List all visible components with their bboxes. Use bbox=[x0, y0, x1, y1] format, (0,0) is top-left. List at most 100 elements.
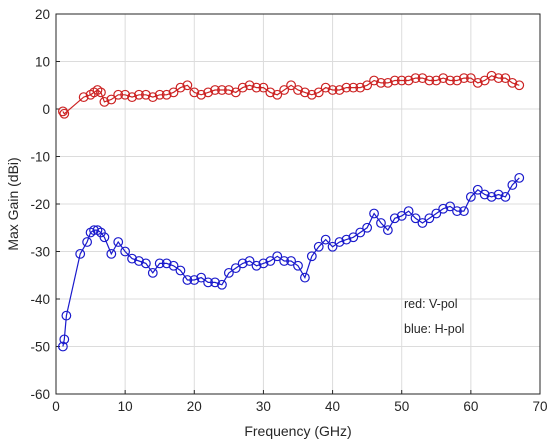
legend-annotation-red: red: V-pol bbox=[404, 297, 458, 311]
series-0-point bbox=[237, 82, 248, 93]
legend-annotation-blue: blue: H-pol bbox=[404, 322, 464, 336]
series-0-point bbox=[459, 73, 469, 84]
series-0-point bbox=[507, 77, 518, 88]
series-0-point bbox=[452, 75, 462, 86]
series-1-point bbox=[75, 248, 86, 259]
series-group bbox=[58, 70, 525, 352]
series-1-point bbox=[244, 256, 255, 266]
y-tick-label: 0 bbox=[42, 102, 50, 117]
y-tick-label: 20 bbox=[35, 7, 50, 22]
series-0-point bbox=[334, 85, 345, 95]
series-0-point bbox=[424, 75, 435, 86]
series-0-point bbox=[196, 89, 207, 100]
series-1-point bbox=[438, 203, 449, 214]
series-0-point bbox=[230, 87, 241, 98]
series-1-point bbox=[175, 265, 186, 276]
y-axis-ticks: -60 -50 -40 -30 -20 -10 0 10 20 bbox=[30, 7, 60, 402]
series-1-point bbox=[59, 334, 70, 345]
series-1-point bbox=[161, 258, 172, 269]
x-tick-label: 70 bbox=[532, 399, 547, 414]
series-0-point bbox=[147, 92, 158, 103]
series-0-point bbox=[96, 87, 106, 98]
series-0-point bbox=[272, 89, 283, 100]
series-1-point bbox=[362, 222, 373, 233]
series-0-point bbox=[99, 96, 110, 107]
series-0-point bbox=[182, 80, 193, 91]
series-0-point bbox=[514, 80, 525, 91]
series-1-point bbox=[58, 341, 68, 352]
series-0-point bbox=[341, 82, 352, 93]
series-1-point bbox=[203, 277, 214, 288]
series-1-point bbox=[327, 241, 338, 252]
series-0-point bbox=[369, 75, 379, 86]
series-1-point bbox=[127, 253, 137, 264]
series-1-point bbox=[445, 201, 456, 212]
series-1-point bbox=[472, 184, 483, 195]
series-0-point bbox=[465, 73, 476, 84]
series-1-point bbox=[431, 208, 442, 219]
x-tick-label: 40 bbox=[325, 399, 340, 414]
series-0-point bbox=[113, 89, 124, 100]
series-0-point bbox=[189, 87, 200, 98]
series-1-point bbox=[99, 232, 110, 243]
series-0-point bbox=[203, 87, 214, 98]
x-tick-label: 50 bbox=[394, 399, 409, 414]
series-1-point bbox=[452, 206, 462, 217]
series-1-point bbox=[465, 191, 476, 202]
series-1-point bbox=[286, 256, 296, 266]
y-tick-label: -50 bbox=[30, 340, 50, 355]
series-0-point bbox=[445, 75, 456, 86]
series-1-point bbox=[493, 189, 504, 200]
y-tick-label: -60 bbox=[30, 387, 50, 402]
series-1-point bbox=[382, 225, 393, 236]
series-0-point bbox=[403, 75, 414, 86]
series-0-point bbox=[396, 75, 407, 86]
series-1-point bbox=[306, 251, 317, 262]
series-0-point bbox=[306, 89, 317, 100]
series-0-point bbox=[78, 92, 89, 103]
series-1-point bbox=[217, 279, 227, 290]
x-tick-label: 30 bbox=[256, 399, 271, 414]
series-1-point bbox=[507, 180, 518, 190]
y-tick-label: 10 bbox=[35, 55, 50, 70]
series-0-point bbox=[479, 75, 490, 86]
series-1-point bbox=[389, 213, 400, 224]
series-0-point bbox=[223, 85, 234, 95]
series-1-point bbox=[320, 234, 331, 245]
series-0-point bbox=[431, 75, 442, 86]
series-1-point bbox=[341, 234, 352, 245]
series-0-point bbox=[251, 82, 262, 93]
series-1-point bbox=[140, 258, 151, 269]
series-0-point bbox=[362, 80, 373, 91]
series-1-point bbox=[82, 237, 93, 247]
series-1-point bbox=[300, 272, 310, 283]
y-tick-label: -20 bbox=[30, 197, 50, 212]
series-0-point bbox=[348, 82, 359, 93]
series-1-point bbox=[237, 258, 248, 269]
x-tick-label: 60 bbox=[463, 399, 478, 414]
series-0-point bbox=[286, 80, 296, 91]
series-1-point bbox=[113, 237, 124, 247]
series-0-point bbox=[258, 82, 269, 93]
series-1-point bbox=[479, 189, 490, 200]
series-1-point bbox=[210, 277, 220, 288]
series-1-point bbox=[313, 241, 324, 252]
series-1-point bbox=[223, 267, 234, 278]
series-0-point bbox=[493, 73, 504, 84]
x-tick-label: 0 bbox=[52, 399, 60, 414]
series-0-point bbox=[472, 77, 483, 88]
y-tick-label: -10 bbox=[30, 150, 50, 165]
series-1-point bbox=[403, 206, 414, 217]
x-tick-label: 10 bbox=[118, 399, 133, 414]
series-1-point bbox=[293, 260, 303, 271]
series-0-point bbox=[438, 73, 449, 84]
series-0-point bbox=[417, 73, 428, 84]
series-1-point bbox=[396, 210, 407, 221]
series-0-point bbox=[58, 106, 68, 117]
series-0-point bbox=[168, 87, 179, 98]
series-1-point bbox=[196, 272, 207, 283]
series-1-point bbox=[459, 206, 469, 217]
series-1-point bbox=[189, 275, 200, 285]
series-1-point bbox=[134, 256, 144, 266]
